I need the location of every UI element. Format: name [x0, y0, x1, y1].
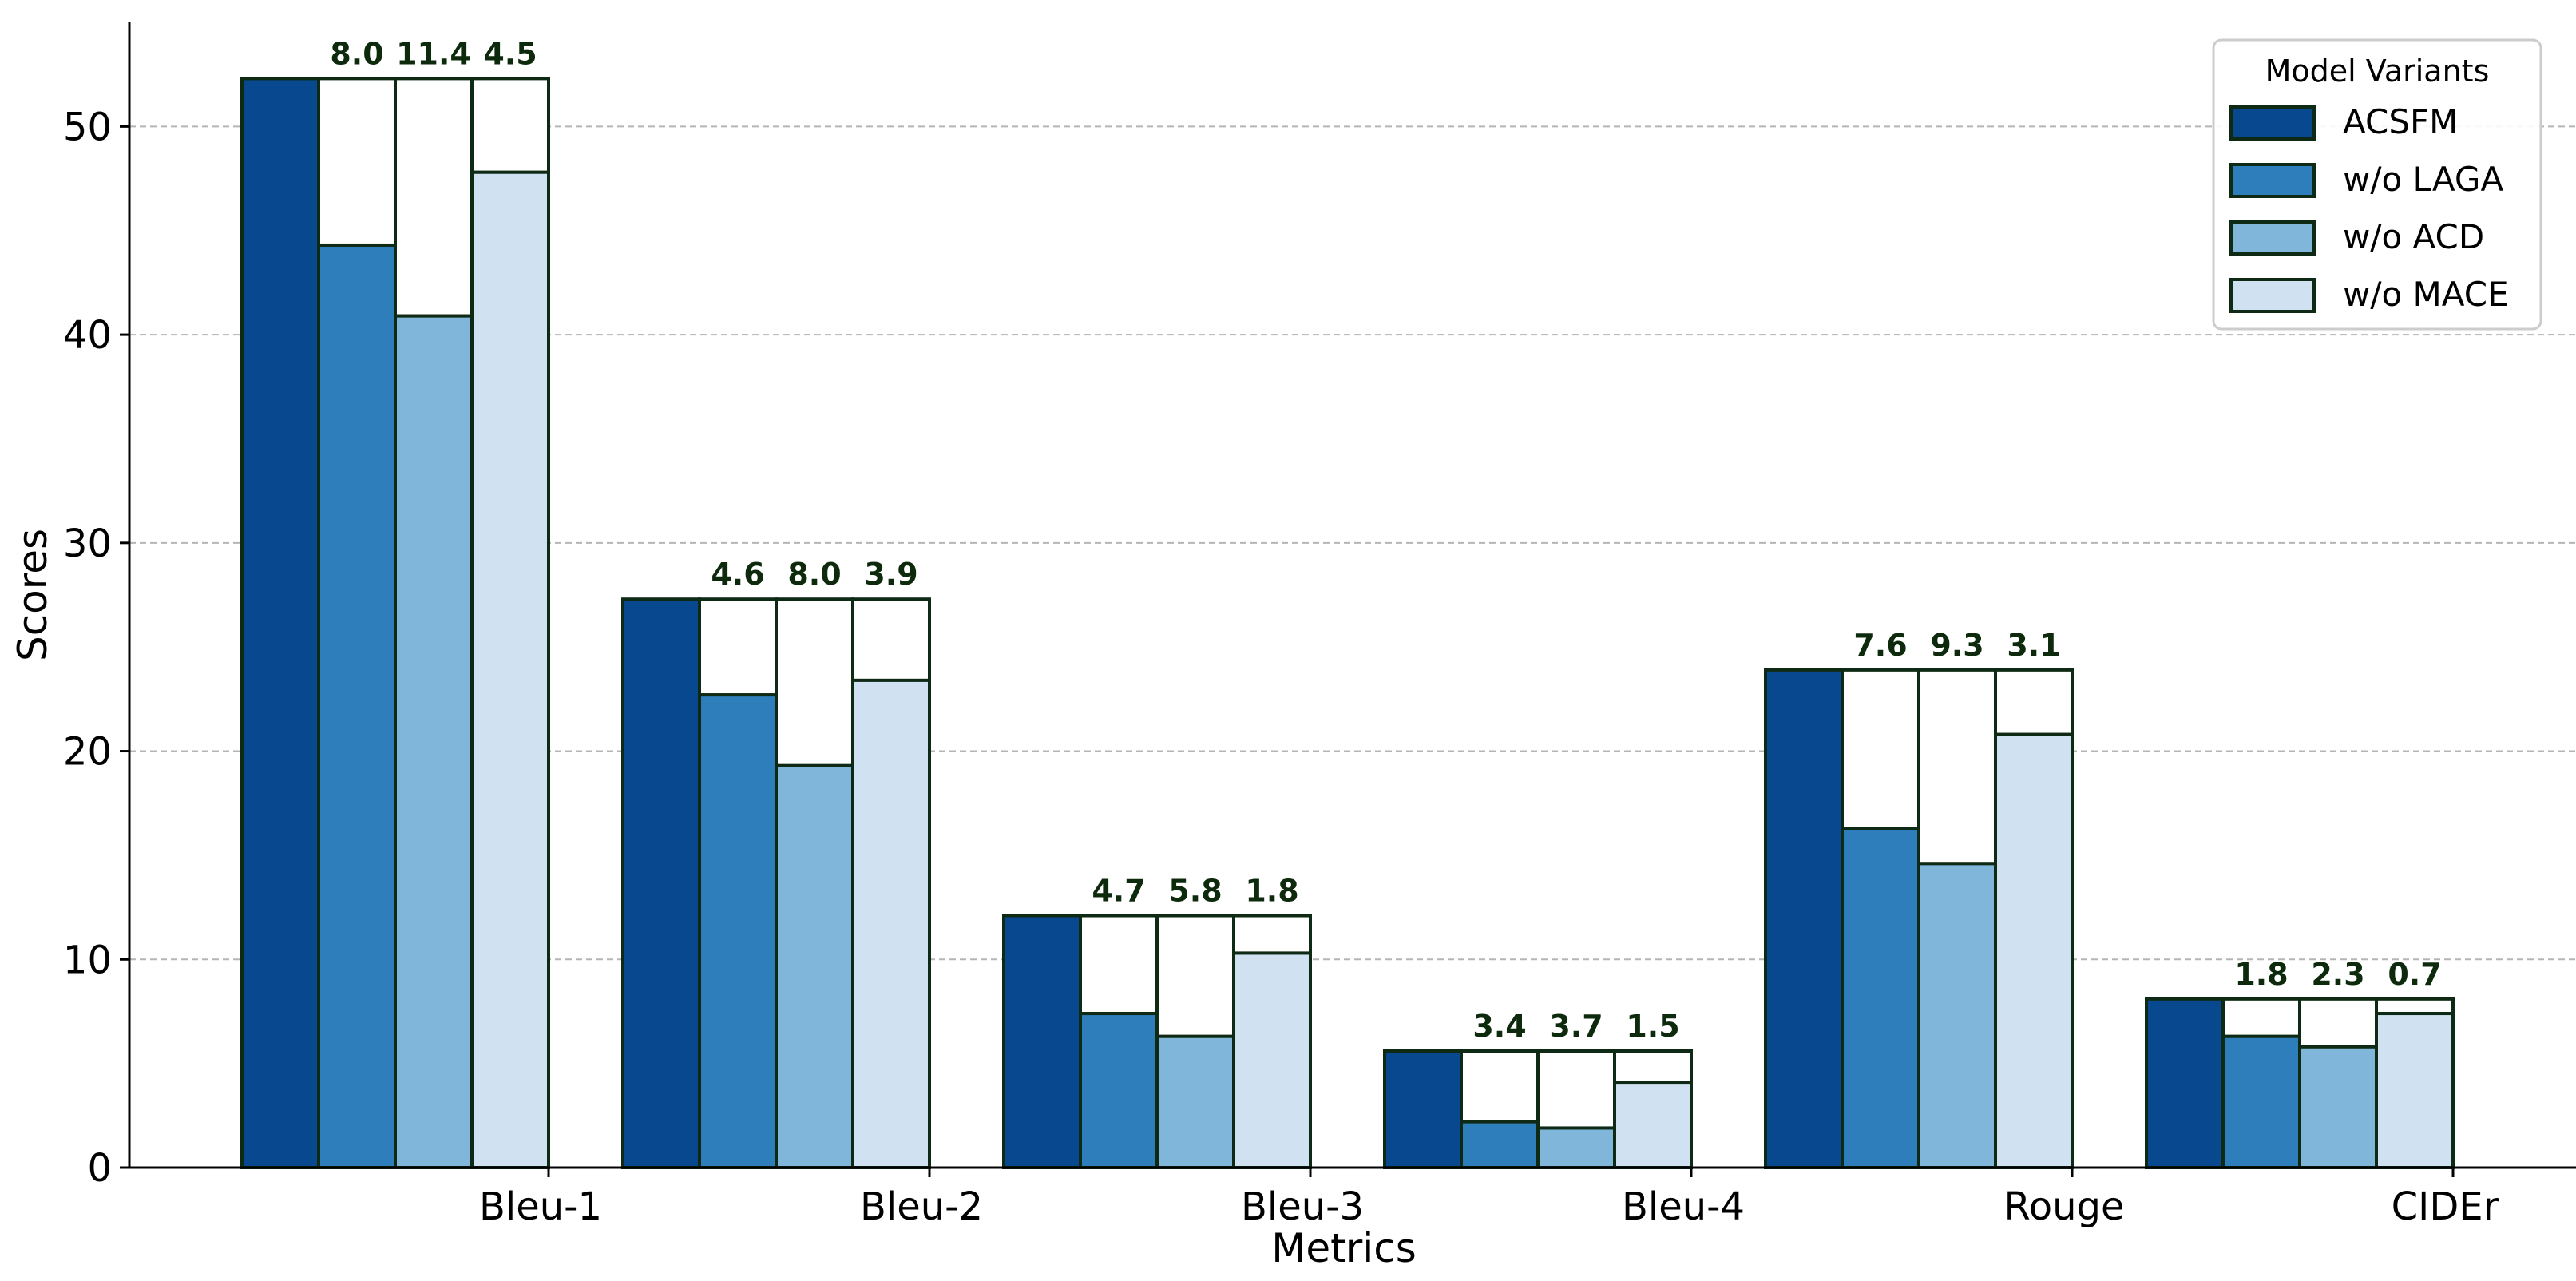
legend-label: w/o LAGA [2343, 160, 2503, 199]
gap-segment [1460, 1049, 1540, 1124]
bar-w-o-laga [2221, 1034, 2301, 1169]
gap-segment [317, 77, 397, 247]
gap-value-label: 4.7 [1092, 874, 1145, 909]
bar-w-o-mace [1232, 951, 1312, 1170]
legend-swatch [2229, 278, 2316, 313]
bar-acsfm [1764, 668, 1844, 1169]
gap-segment [698, 597, 778, 697]
y-tick-label: 20 [63, 730, 112, 775]
gap-value-label: 3.7 [1549, 1009, 1603, 1044]
gap-value-label: 8.0 [787, 557, 841, 592]
gap-segment [1994, 668, 2074, 736]
legend-swatch [2229, 105, 2316, 141]
bar-w-o-acd [1536, 1126, 1616, 1169]
gap-segment [1917, 668, 1997, 866]
bar-w-o-mace [470, 170, 550, 1169]
bar-w-o-mace [1613, 1081, 1693, 1169]
legend: Model Variants ACSFM w/o LAGA w/o ACD w/o MA… [2212, 38, 2542, 331]
legend-label: w/o ACD [2343, 217, 2484, 256]
bar-acsfm [621, 597, 701, 1169]
x-tick-label: Bleu-4 [1622, 1184, 1745, 1229]
y-tick-label: 40 [63, 313, 112, 358]
gap-value-label: 1.8 [2234, 957, 2288, 992]
legend-swatch [2229, 220, 2316, 256]
bar-acsfm [240, 77, 320, 1169]
gap-segment [2221, 997, 2301, 1038]
bar-w-o-laga [1460, 1120, 1540, 1170]
gap-labels: 8.0 11.4 4.5 4.6 8.0 3.9 4.7 5.8 1.8 3.4 3.7 1.5 7.6… [330, 36, 2441, 1044]
bar-w-o-laga [698, 693, 778, 1169]
bar-acsfm [1383, 1049, 1463, 1169]
y-tick-label: 30 [63, 522, 112, 566]
x-tick-label: CIDEr [2392, 1184, 2499, 1229]
legend-label: w/o MACE [2343, 275, 2509, 314]
y-tick-label: 0 [87, 1146, 112, 1191]
gap-value-label: 7.6 [1853, 628, 1907, 663]
gap-value-label: 11.4 [396, 36, 471, 71]
bars [240, 77, 2455, 1170]
gap-segment [394, 77, 474, 318]
y-axis-title: Scores [10, 529, 56, 661]
bar-w-o-laga [1841, 827, 1920, 1169]
bar-w-o-acd [775, 763, 854, 1170]
gap-segment [2375, 997, 2455, 1016]
gap-value-label: 4.6 [711, 557, 764, 592]
gap-segment [1536, 1049, 1616, 1130]
gap-segment [1232, 914, 1312, 955]
gap-value-label: 2.3 [2311, 957, 2364, 992]
bar-w-o-laga [1079, 1012, 1159, 1169]
bar-w-o-laga [317, 243, 397, 1170]
gap-segment [470, 77, 550, 174]
legend-label: ACSFM [2343, 102, 2458, 141]
bar-w-o-acd [2298, 1045, 2378, 1170]
gap-segment [1613, 1049, 1693, 1085]
gap-segment [2298, 997, 2378, 1049]
gap-value-label: 8.0 [330, 36, 383, 71]
gap-segment [851, 597, 931, 682]
gap-value-label: 9.3 [1930, 628, 1984, 663]
y-tick-label: 50 [63, 105, 112, 149]
x-tick-label: Rouge [2004, 1184, 2125, 1229]
x-tick-label: Bleu-3 [1241, 1184, 1364, 1229]
gap-value-label: 5.8 [1168, 874, 1222, 909]
bar-w-o-acd [1917, 862, 1997, 1169]
bar-w-o-mace [1994, 732, 2074, 1169]
y-tick-label: 10 [63, 938, 112, 982]
gap-value-label: 3.1 [2007, 628, 2060, 663]
gap-value-label: 4.5 [483, 36, 537, 71]
x-axis-title: Metrics [1271, 1225, 1417, 1271]
bar-w-o-acd [1155, 1034, 1235, 1169]
bar-w-o-acd [394, 314, 474, 1169]
bar-acsfm [2145, 997, 2225, 1169]
gap-value-label: 1.8 [1245, 874, 1298, 909]
bar-w-o-mace [2375, 1012, 2455, 1169]
bar-w-o-mace [851, 678, 931, 1169]
gap-value-label: 0.7 [2388, 957, 2441, 992]
gap-segment [1155, 914, 1235, 1038]
gap-segment [1079, 914, 1159, 1016]
gap-value-label: 3.4 [1472, 1009, 1526, 1044]
gap-segment [775, 597, 854, 767]
x-tick-label: Bleu-2 [860, 1184, 983, 1229]
gap-value-label: 1.5 [1626, 1009, 1679, 1044]
bar-acsfm [1002, 914, 1082, 1170]
gap-segment [1841, 668, 1920, 831]
legend-swatch [2229, 163, 2316, 198]
x-tick-label: Bleu-1 [479, 1184, 602, 1229]
legend-title: Model Variants [2265, 54, 2490, 89]
gap-value-label: 3.9 [864, 557, 917, 592]
